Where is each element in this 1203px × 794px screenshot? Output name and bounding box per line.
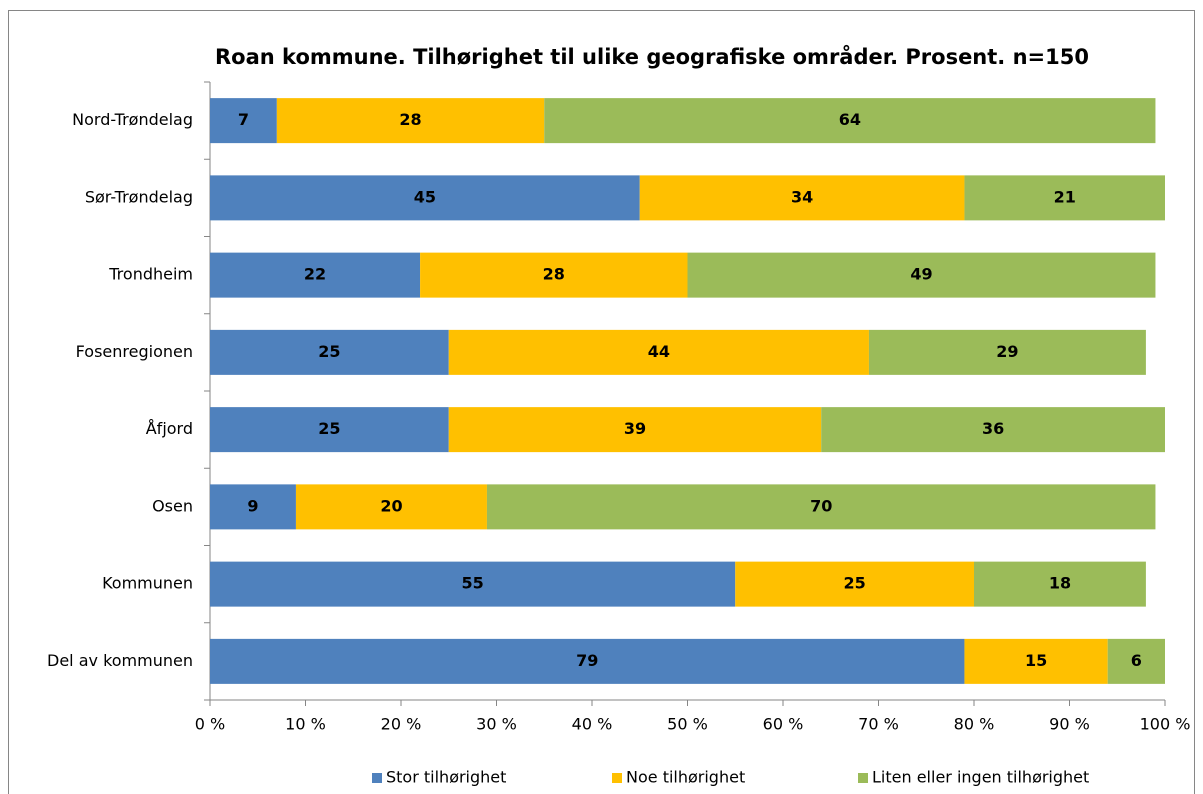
bar-segment — [544, 98, 1156, 144]
data-label: 25 — [318, 342, 340, 361]
y-tick-label: Nord-Trøndelag — [72, 110, 193, 129]
bar-segment — [964, 638, 1108, 684]
data-label: 6 — [1131, 651, 1142, 670]
bar-segment — [420, 252, 688, 298]
legend-swatch — [858, 773, 868, 783]
legend-label: Noe tilhørighet — [626, 768, 745, 787]
data-label: 29 — [996, 342, 1018, 361]
data-label: 45 — [414, 187, 436, 206]
x-tick-label: 60 % — [763, 715, 804, 734]
data-label: 70 — [810, 496, 832, 515]
x-tick-label: 90 % — [1049, 715, 1090, 734]
chart-title: Roan kommune. Tilhørighet til ulike geog… — [215, 44, 1089, 69]
x-tick-label: 70 % — [858, 715, 899, 734]
bar-segment — [210, 329, 449, 375]
bar-segment — [210, 484, 296, 530]
bar-segment — [210, 638, 965, 684]
data-label: 25 — [318, 419, 340, 438]
data-label: 25 — [843, 574, 865, 593]
x-tick-label: 20 % — [381, 715, 422, 734]
bar-segment — [210, 98, 277, 144]
y-tick-label: Kommunen — [102, 574, 193, 593]
data-label: 34 — [791, 187, 813, 206]
y-tick-label: Åfjord — [146, 419, 193, 438]
legend-label: Liten eller ingen tilhørighet — [872, 768, 1089, 787]
bar-segment — [868, 329, 1146, 375]
y-tick-label: Del av kommunen — [47, 651, 193, 670]
data-label: 49 — [910, 265, 932, 284]
data-label: 39 — [624, 419, 646, 438]
bar-segment — [974, 561, 1146, 607]
bar-segment — [210, 252, 421, 298]
x-tick-label: 10 % — [285, 715, 326, 734]
data-label: 28 — [399, 110, 421, 129]
data-label: 55 — [461, 574, 483, 593]
bar-segment — [448, 407, 822, 453]
y-tick-label: Fosenregionen — [76, 342, 193, 361]
bar-segment — [964, 175, 1165, 221]
legend-swatch — [612, 773, 622, 783]
y-tick-label: Trondheim — [108, 265, 193, 284]
x-tick-label: 40 % — [572, 715, 613, 734]
data-label: 21 — [1054, 187, 1076, 206]
x-tick-label: 100 % — [1140, 715, 1191, 734]
x-tick-label: 0 % — [195, 715, 225, 734]
data-label: 28 — [543, 265, 565, 284]
bar-segment — [295, 484, 487, 530]
data-label: 20 — [380, 496, 402, 515]
bar-segment — [735, 561, 974, 607]
bar-segment — [210, 407, 449, 453]
data-label: 22 — [304, 265, 326, 284]
data-label: 79 — [576, 651, 598, 670]
y-tick-label: Osen — [152, 496, 193, 515]
x-tick-label: 30 % — [476, 715, 517, 734]
data-label: 7 — [238, 110, 249, 129]
bar-segment — [687, 252, 1156, 298]
data-label: 18 — [1049, 574, 1071, 593]
data-label: 36 — [982, 419, 1004, 438]
y-tick-label: Sør-Trøndelag — [85, 187, 193, 206]
data-label: 64 — [839, 110, 861, 129]
bar-segment — [639, 175, 965, 221]
bar-segment — [821, 407, 1165, 453]
x-tick-label: 80 % — [954, 715, 995, 734]
legend-label: Stor tilhørighet — [386, 768, 506, 787]
bar-segment — [276, 98, 545, 144]
x-tick-label: 50 % — [667, 715, 708, 734]
data-label: 44 — [648, 342, 670, 361]
bar-segment — [486, 484, 1156, 530]
data-label: 9 — [247, 496, 258, 515]
data-label: 15 — [1025, 651, 1047, 670]
bar-segment — [210, 175, 640, 221]
legend-swatch — [372, 773, 382, 783]
bar-segment — [1107, 638, 1165, 684]
bar-segment — [210, 561, 736, 607]
bar-segment — [448, 329, 869, 375]
